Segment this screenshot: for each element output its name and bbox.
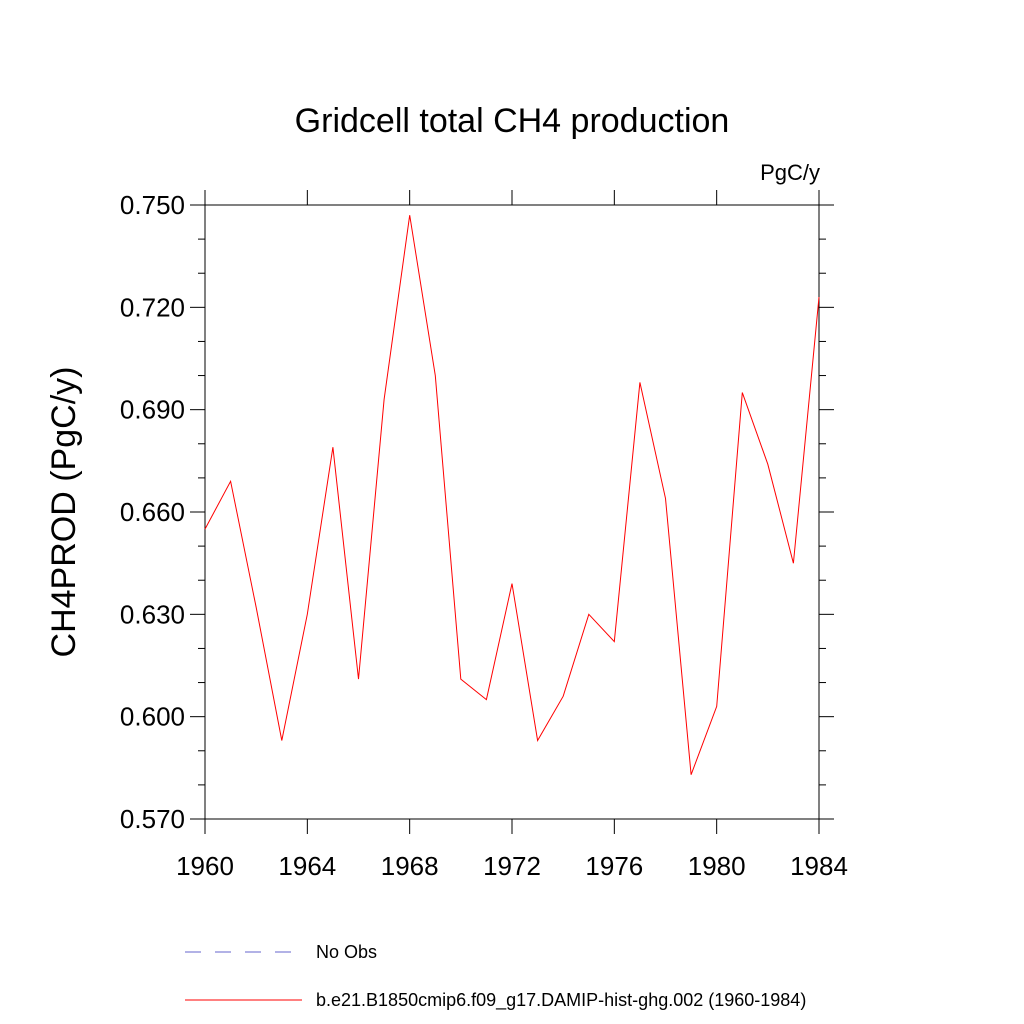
series-layer bbox=[204, 215, 820, 775]
y-tick-label: 0.690 bbox=[120, 395, 185, 425]
legend-label: b.e21.B1850cmip6.f09_g17.DAMIP-hist-ghg.… bbox=[316, 990, 806, 1011]
x-tick-label: 1972 bbox=[483, 851, 541, 881]
plot-frame bbox=[204, 204, 820, 820]
y-tick-label: 0.600 bbox=[120, 702, 185, 732]
units-label: PgC/y bbox=[760, 160, 820, 185]
x-tick-label: 1980 bbox=[688, 851, 746, 881]
x-tick-label: 1968 bbox=[381, 851, 439, 881]
y-tick-label: 0.720 bbox=[120, 292, 185, 322]
series-line bbox=[204, 215, 820, 775]
legend-label: No Obs bbox=[316, 942, 377, 962]
y-tick-label: 0.630 bbox=[120, 599, 185, 629]
chart-title: Gridcell total CH4 production bbox=[295, 102, 730, 140]
x-tick-label: 1964 bbox=[278, 851, 336, 881]
legend: No Obs b.e21.B1850cmip6.f09_g17.DAMIP-his… bbox=[185, 942, 806, 1011]
x-tick-label: 1976 bbox=[585, 851, 643, 881]
y-axis-label: CH4PROD (PgC/y) bbox=[45, 367, 83, 658]
y-tick-label: 0.570 bbox=[120, 804, 185, 834]
y-tick-label: 0.660 bbox=[120, 497, 185, 527]
x-tick-label: 1984 bbox=[790, 851, 848, 881]
y-tick-label: 0.750 bbox=[120, 190, 185, 220]
axis-ticks: 0.570 0.600 0.630 0.660 0.690 0.720 0.750 1960 1… bbox=[120, 190, 848, 881]
x-tick-label: 1960 bbox=[176, 851, 234, 881]
